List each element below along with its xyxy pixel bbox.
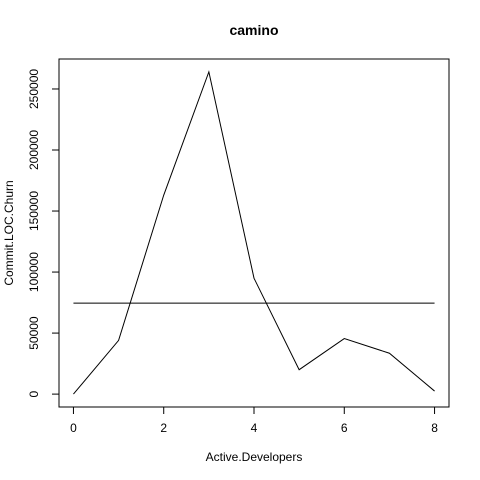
series-layer: [73, 70, 435, 395]
y-tick-label: 100000: [27, 252, 41, 292]
x-axis-label: Active.Developers: [206, 450, 303, 464]
chart-title: camino: [229, 22, 278, 38]
y-tick-label: 250000: [27, 69, 41, 109]
series-line-0: [73, 70, 435, 395]
plot-area: [58, 58, 450, 408]
x-tick-label: 8: [431, 421, 438, 435]
x-tick-label: 0: [70, 421, 77, 435]
x-tick-label: 4: [251, 421, 258, 435]
x-tick-label: 2: [160, 421, 167, 435]
y-axis: 0 50000 100000 150000 200000 250000: [27, 69, 60, 397]
y-tick-label: 150000: [27, 191, 41, 231]
y-axis-label: Commit.LOC.Churn: [2, 180, 16, 285]
x-axis: 0 2 4 6 8: [70, 406, 438, 435]
y-tick-label: 50000: [27, 316, 41, 350]
y-tick-label: 200000: [27, 130, 41, 170]
y-tick-label: 0: [27, 390, 41, 397]
x-tick-label: 6: [341, 421, 348, 435]
